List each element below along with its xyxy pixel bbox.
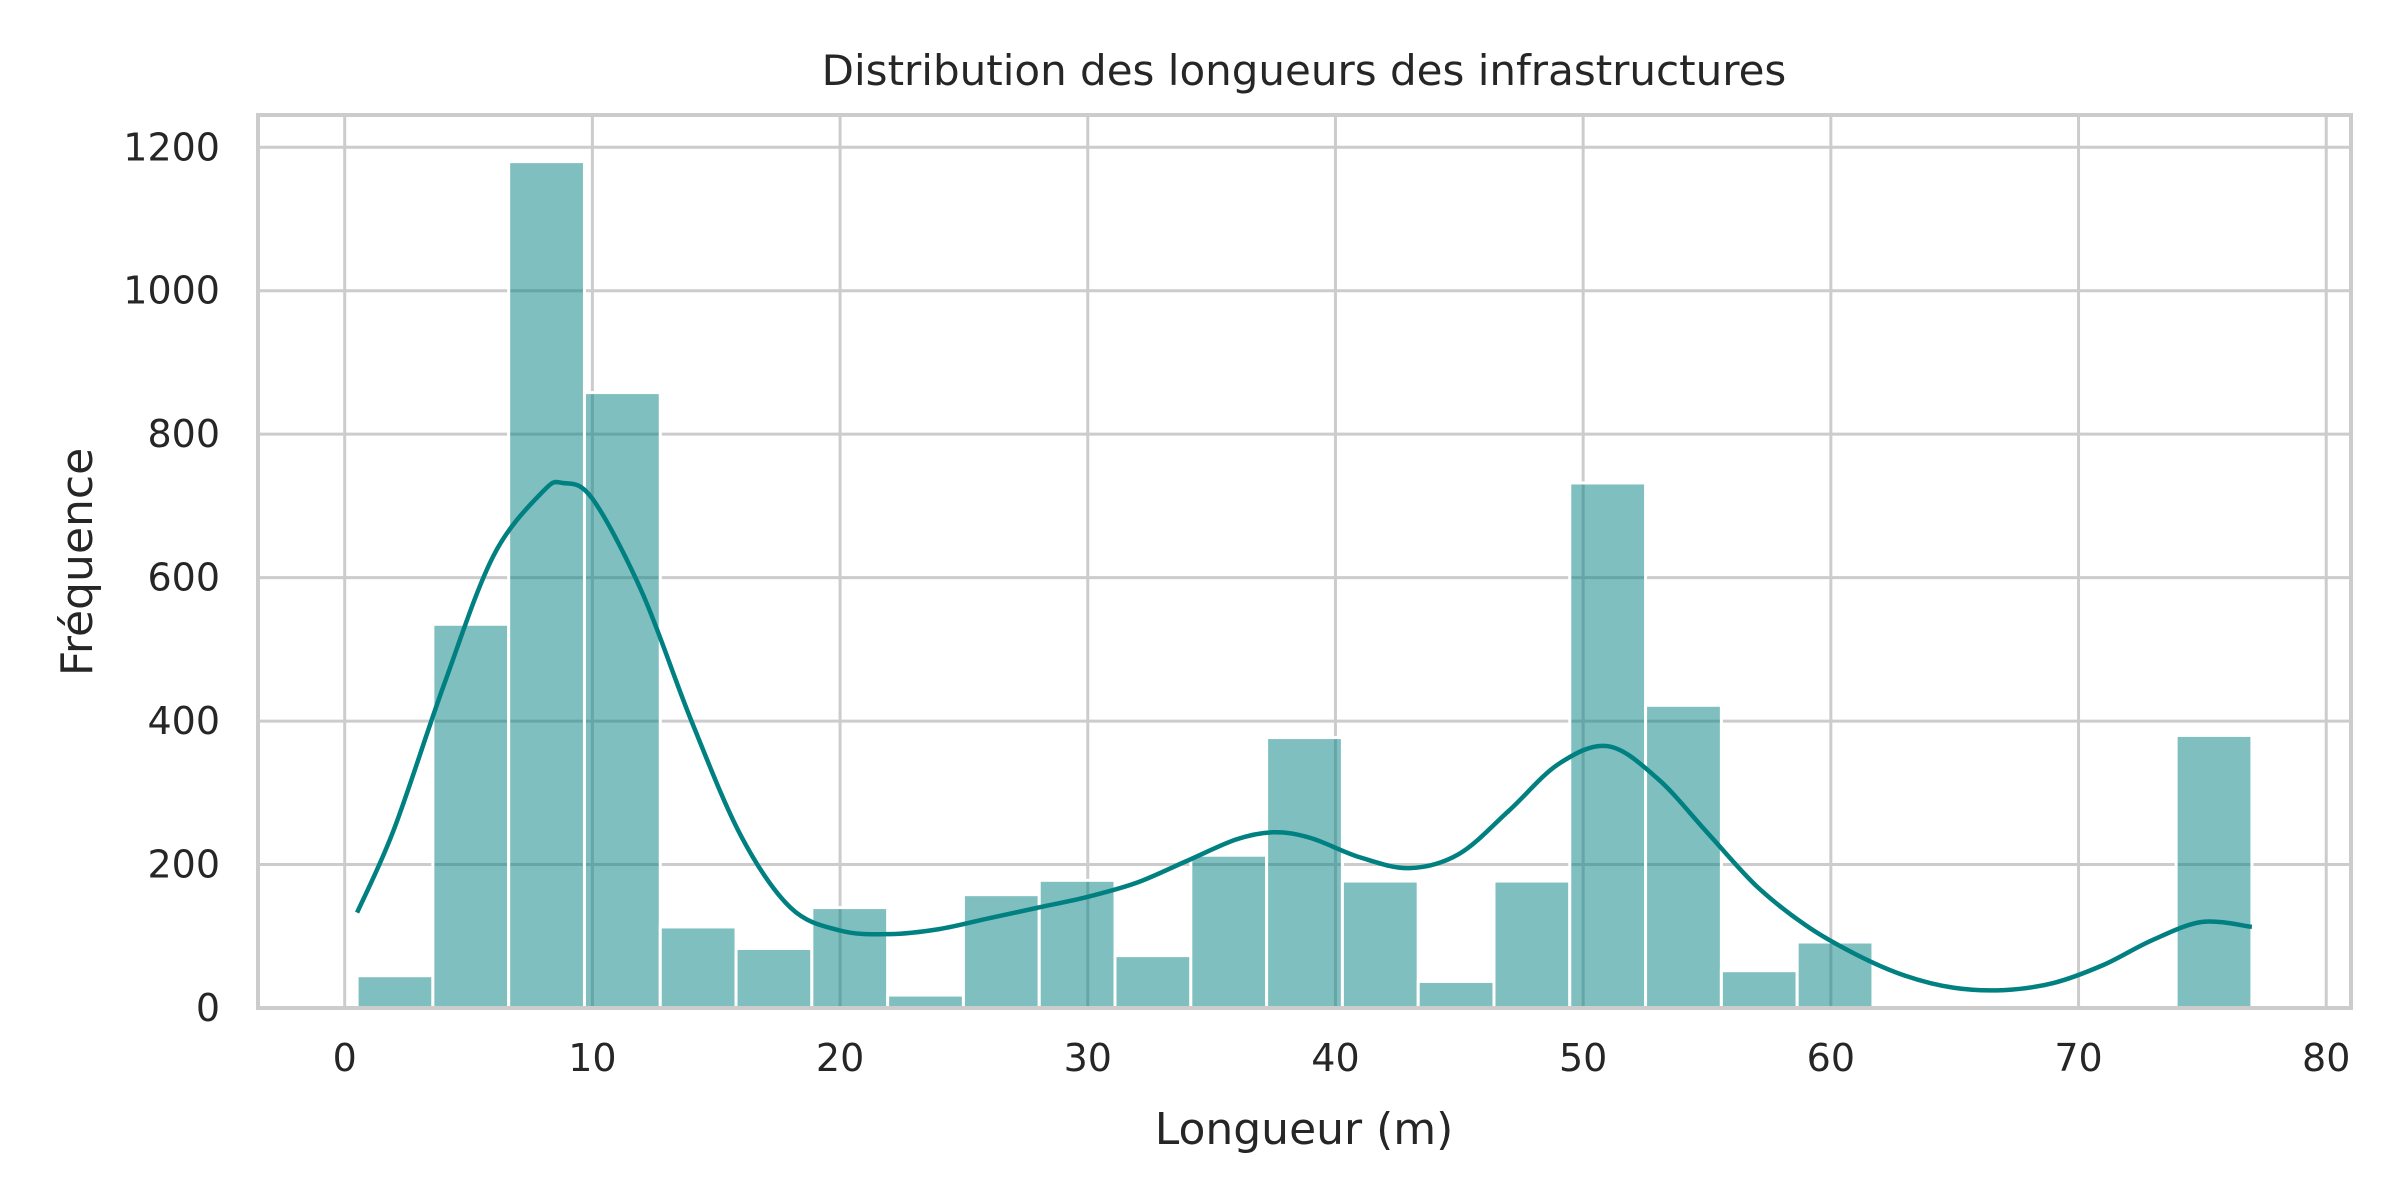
y-tick-label: 800 [147, 412, 220, 456]
histogram-bar [1265, 736, 1344, 1010]
histogram-bar [1719, 969, 1799, 1010]
histogram-bar [658, 925, 738, 1010]
histogram-bar [2174, 733, 2254, 1010]
histogram-bar [582, 391, 662, 1010]
histogram-bar [810, 906, 890, 1010]
histogram-bar [1416, 979, 1496, 1010]
y-tick-label: 0 [196, 986, 220, 1030]
x-tick-label: 70 [2054, 1036, 2102, 1080]
histogram-bar [1644, 703, 1723, 1010]
plot-frame [256, 113, 2353, 1010]
y-axis-label: Fréquence [52, 448, 103, 676]
x-tick-label: 30 [1064, 1036, 1112, 1080]
x-tick-label: 20 [816, 1036, 864, 1080]
x-tick-label: 50 [1559, 1036, 1607, 1080]
histogram-bar [1113, 954, 1193, 1010]
x-tick-label: 10 [568, 1036, 616, 1080]
x-tick-label: 40 [1311, 1036, 1359, 1080]
y-tick-label: 1200 [123, 125, 220, 169]
histogram-bar [1492, 879, 1572, 1010]
chart-title: Distribution des longueurs des infrastru… [822, 46, 1787, 95]
x-tick-labels: 0 10 20 30 40 50 60 70 80 [333, 1036, 2351, 1080]
histogram-bar [507, 160, 586, 1010]
x-tick-label: 80 [2302, 1036, 2350, 1080]
histogram-bar [1340, 879, 1420, 1010]
y-tick-label: 600 [147, 556, 220, 600]
histogram-bars [355, 160, 2254, 1010]
x-tick-label: 60 [1807, 1036, 1855, 1080]
kde-curve [355, 479, 2253, 993]
histogram-bar [1189, 853, 1269, 1010]
y-tick-label: 1000 [123, 269, 220, 313]
histogram-bar [355, 974, 435, 1010]
x-tick-label: 0 [333, 1036, 357, 1080]
y-tick-label: 200 [147, 843, 220, 887]
y-tick-labels: 0 200 400 600 800 1000 1200 [123, 125, 220, 1030]
y-tick-label: 400 [147, 699, 220, 743]
histogram-bar [1795, 940, 1875, 1010]
histogram-bar [734, 946, 814, 1010]
x-axis-label: Longueur (m) [1155, 1104, 1454, 1155]
